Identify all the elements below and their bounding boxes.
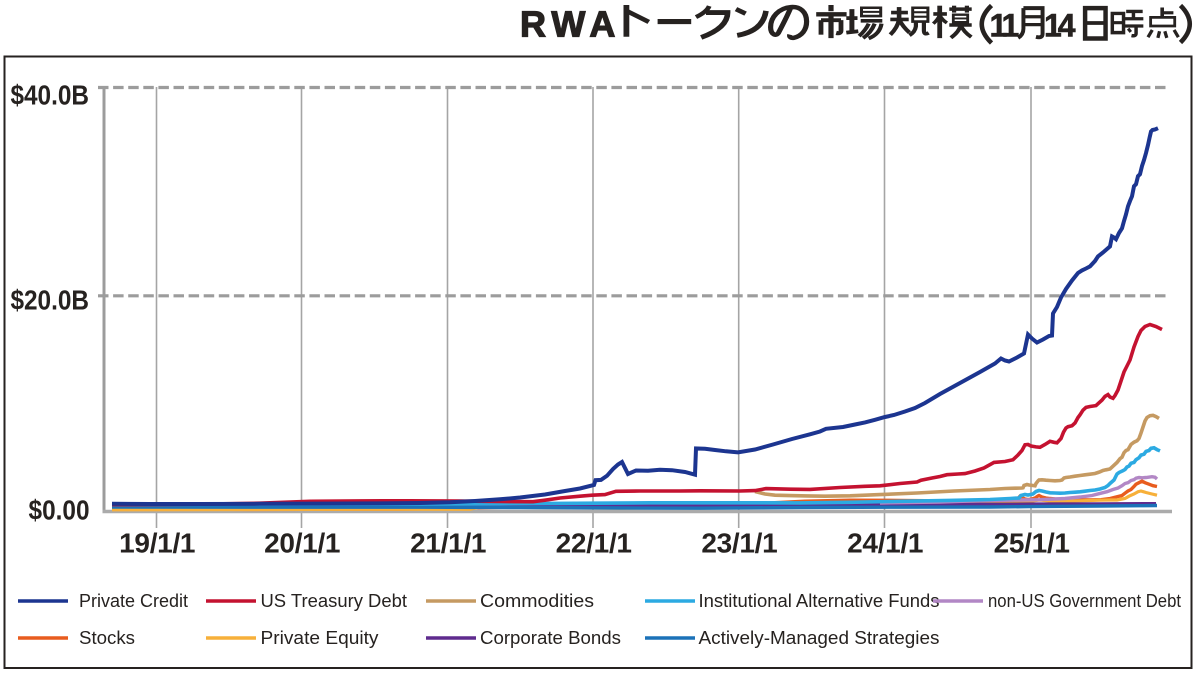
svg-text:11: 11 xyxy=(990,8,1019,44)
svg-text:19/1/1: 19/1/1 xyxy=(119,528,195,559)
svg-text:$0.00: $0.00 xyxy=(29,494,90,526)
svg-text:22/1/1: 22/1/1 xyxy=(556,528,632,559)
svg-text:21/1/1: 21/1/1 xyxy=(410,528,486,559)
svg-text:Private Credit: Private Credit xyxy=(79,590,188,611)
svg-text:$20.0B: $20.0B xyxy=(10,284,89,316)
svg-text:non-US Government Debt: non-US Government Debt xyxy=(988,590,1181,611)
svg-text:US Treasury Debt: US Treasury Debt xyxy=(261,590,408,611)
svg-text:RWA: RWA xyxy=(520,4,621,45)
svg-text:Stocks: Stocks xyxy=(79,627,135,648)
svg-text:20/1/1: 20/1/1 xyxy=(264,528,340,559)
svg-text:23/1/1: 23/1/1 xyxy=(701,528,777,559)
svg-text:Commodities: Commodities xyxy=(480,590,594,611)
svg-text:24/1/1: 24/1/1 xyxy=(847,528,923,559)
svg-text:Institutional Alternative Fund: Institutional Alternative Funds xyxy=(699,590,940,611)
svg-text:25/1/1: 25/1/1 xyxy=(994,528,1070,559)
svg-text:14: 14 xyxy=(1044,8,1076,44)
svg-text:Corporate Bonds: Corporate Bonds xyxy=(480,627,621,648)
svg-text:$40.0B: $40.0B xyxy=(10,79,89,111)
svg-text:Actively-Managed Strategies: Actively-Managed Strategies xyxy=(699,627,940,648)
svg-text:Private Equity: Private Equity xyxy=(261,627,380,648)
